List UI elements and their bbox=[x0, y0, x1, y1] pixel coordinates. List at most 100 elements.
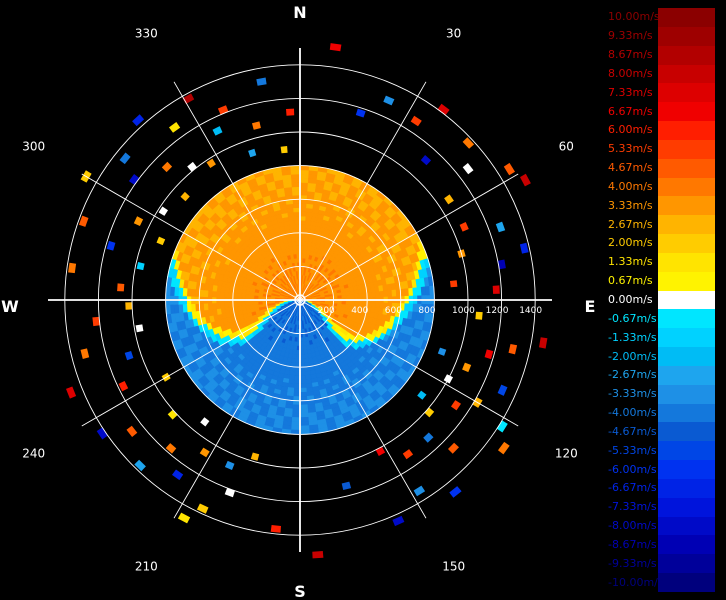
legend-swatch bbox=[658, 121, 715, 141]
echo-bin bbox=[392, 515, 405, 527]
legend-label: 3.33m/s bbox=[608, 198, 653, 212]
legend-label: -2.67m/s bbox=[608, 368, 657, 382]
legend-label: 4.67m/s bbox=[608, 161, 653, 175]
polar-labels: 200 400 600 800 1000 1200 1400 30 60 120 150 210 240… bbox=[1, 3, 595, 600]
legend-label: 10.00m/s bbox=[608, 10, 660, 24]
legend-swatch bbox=[658, 234, 715, 254]
field-cell bbox=[203, 289, 209, 298]
echo-bin bbox=[172, 469, 184, 481]
legend-label: 0.00m/s bbox=[608, 293, 653, 306]
legend-swatch bbox=[658, 384, 715, 405]
field-cell bbox=[292, 198, 301, 204]
field-cell bbox=[240, 301, 247, 307]
echo-bin bbox=[420, 155, 432, 166]
echo-bin bbox=[135, 324, 144, 333]
field-cell bbox=[292, 190, 301, 196]
echo-bin bbox=[341, 481, 352, 490]
legend-swatch bbox=[658, 328, 715, 348]
range-label: 400 bbox=[351, 306, 368, 316]
field-cell bbox=[299, 182, 309, 188]
echo-bin bbox=[459, 222, 469, 232]
echo-bin bbox=[449, 486, 462, 498]
legend-label: 2.67m/s bbox=[608, 217, 653, 231]
echo-bin bbox=[495, 221, 506, 233]
field-cell bbox=[292, 391, 301, 397]
echo-bin bbox=[117, 283, 125, 292]
azimuth-spoke bbox=[173, 81, 301, 301]
echo-bin bbox=[312, 551, 324, 559]
legend-label: -0.67m/s bbox=[608, 311, 657, 325]
echo-bin bbox=[224, 460, 235, 470]
echo-bin bbox=[96, 427, 108, 440]
field-cell bbox=[211, 290, 217, 298]
field-cell bbox=[299, 198, 308, 204]
field-cell bbox=[292, 404, 301, 410]
legend-label: -2.00m/s bbox=[608, 349, 657, 363]
field-cell bbox=[299, 169, 310, 175]
legend-label: -10.00m/s bbox=[608, 575, 664, 589]
echo-bin bbox=[492, 285, 500, 294]
echo-bin bbox=[375, 446, 386, 456]
field-cell bbox=[299, 194, 308, 200]
velocity-ppi-plot: 200 400 600 800 1000 1200 1400 30 60 120 150 210 240… bbox=[1, 3, 595, 600]
field-cell bbox=[291, 186, 301, 192]
echo-bin bbox=[462, 362, 472, 373]
azimuth-label: 240 bbox=[22, 447, 45, 461]
legend-label: 0.67m/s bbox=[608, 274, 653, 288]
echo-bin bbox=[200, 417, 210, 427]
azimuth-label: 30 bbox=[446, 27, 461, 41]
echo-bin bbox=[124, 351, 134, 361]
echo-bin bbox=[437, 347, 447, 356]
cardinal-west: W bbox=[1, 297, 19, 316]
echo-bin bbox=[256, 77, 267, 86]
field-cell bbox=[299, 186, 309, 192]
field-cell bbox=[383, 290, 389, 298]
field-cell bbox=[292, 396, 301, 402]
legend-swatch bbox=[658, 573, 715, 593]
echo-bin bbox=[410, 115, 422, 127]
legend-label: 4.00m/s bbox=[608, 179, 653, 193]
echo-bin bbox=[450, 280, 458, 288]
field-cell bbox=[374, 302, 381, 309]
echo-bin bbox=[206, 158, 216, 168]
azimuth-spoke bbox=[173, 299, 301, 519]
range-label: 1000 bbox=[452, 306, 475, 316]
legend-swatch bbox=[658, 403, 715, 423]
legend-label: -7.33m/s bbox=[608, 500, 657, 514]
field-cell bbox=[293, 387, 301, 393]
field-cell bbox=[353, 293, 360, 299]
field-cell bbox=[211, 302, 217, 310]
field-cell bbox=[299, 421, 310, 427]
field-cell bbox=[293, 383, 301, 389]
field-cell bbox=[207, 289, 213, 298]
velocity-color-legend: 10.00m/s 9.33m/s 8.67m/s 8.00m/s 7.33m/s 6.67… bbox=[600, 8, 726, 593]
legend-label: 7.33m/s bbox=[608, 85, 653, 99]
echo-bin bbox=[125, 302, 133, 310]
echo-bin bbox=[212, 126, 223, 136]
field-cell bbox=[341, 294, 347, 299]
echo-bin bbox=[80, 348, 90, 359]
echo-bin bbox=[119, 152, 131, 165]
field-cell bbox=[292, 400, 301, 406]
azimuth-label: 330 bbox=[135, 27, 158, 41]
field-cell bbox=[203, 302, 209, 311]
legend-swatch bbox=[658, 309, 715, 329]
field-cell bbox=[253, 301, 259, 306]
echo-bin bbox=[196, 503, 209, 514]
field-cell bbox=[290, 425, 301, 431]
echo-bin bbox=[448, 442, 459, 454]
field-cell bbox=[299, 211, 307, 217]
range-label: 200 bbox=[318, 306, 335, 316]
cardinal-south: S bbox=[294, 582, 306, 600]
legend-swatch bbox=[658, 8, 715, 28]
echo-bin bbox=[177, 512, 191, 524]
field-cell bbox=[303, 357, 310, 364]
echo-bin bbox=[383, 95, 395, 106]
field-cell bbox=[292, 194, 301, 200]
azimuth-spoke bbox=[299, 299, 427, 519]
legend-label: -5.33m/s bbox=[608, 443, 657, 457]
field-cell bbox=[374, 291, 381, 298]
echo-bin bbox=[118, 381, 129, 392]
field-cell bbox=[349, 293, 355, 299]
field-cell bbox=[215, 302, 221, 310]
